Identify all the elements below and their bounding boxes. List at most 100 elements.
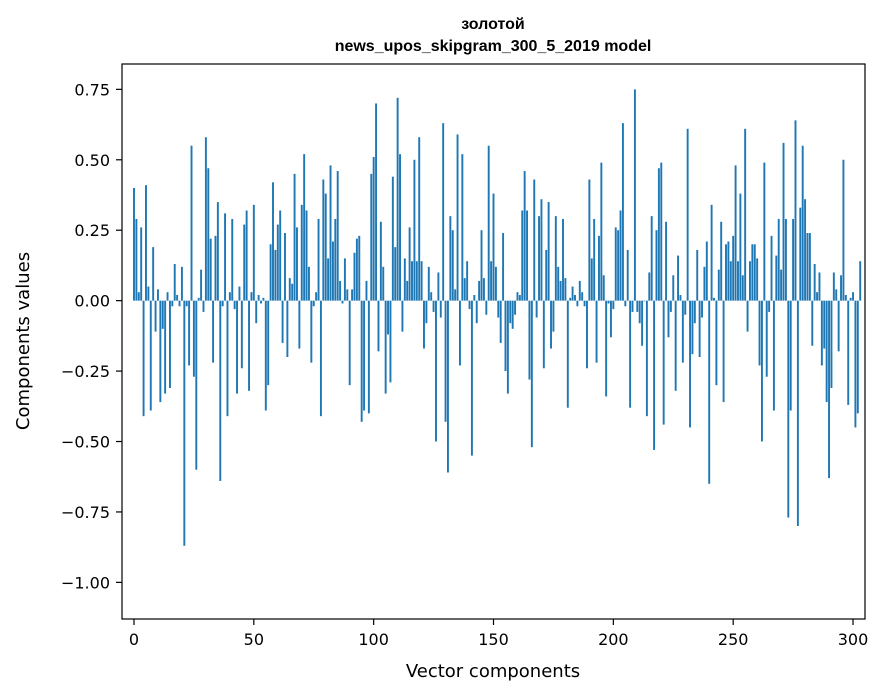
bar-241 (710, 204, 713, 301)
bar-191 (590, 258, 593, 301)
bar-188 (583, 300, 586, 307)
bar-180 (564, 278, 567, 301)
bar-201 (614, 227, 617, 301)
bar-138 (463, 278, 466, 301)
bar-42 (233, 300, 236, 310)
bar-65 (288, 278, 291, 301)
bar-119 (418, 137, 421, 301)
bar-227 (677, 255, 680, 301)
bar-66 (291, 283, 294, 301)
bar-271 (782, 142, 785, 301)
y-tick-label: 0.00 (74, 292, 110, 311)
bar-164 (526, 210, 529, 301)
x-tick-label: 300 (838, 630, 869, 649)
bar-98 (367, 300, 370, 414)
bar-68 (296, 227, 298, 301)
bar-195 (600, 162, 603, 301)
bar-301 (854, 300, 857, 428)
bar-91 (351, 289, 354, 301)
bar-33 (212, 300, 215, 363)
bar-228 (679, 295, 682, 301)
bar-57 (269, 244, 272, 301)
bar-210 (636, 300, 639, 312)
bar-56 (267, 300, 270, 386)
bar-77 (317, 218, 320, 301)
bar-51 (255, 300, 258, 324)
bar-200 (612, 300, 615, 310)
bar-274 (789, 300, 792, 411)
bar-99 (370, 173, 373, 301)
bar-272 (784, 218, 787, 301)
bar-148 (487, 145, 490, 301)
bar-70 (300, 204, 303, 301)
bar-244 (717, 269, 720, 301)
bar-243 (715, 300, 718, 386)
bar-277 (796, 300, 799, 527)
bar-149 (490, 261, 493, 301)
bar-0 (133, 187, 135, 301)
bar-215 (648, 272, 651, 301)
bar-100 (372, 156, 375, 301)
bar-143 (475, 300, 478, 324)
bar-165 (528, 300, 531, 380)
bar-141 (470, 300, 473, 456)
bar-60 (276, 224, 279, 301)
bar-32 (209, 238, 212, 301)
bar-198 (607, 300, 610, 304)
bar-173 (547, 202, 550, 301)
bar-175 (552, 300, 555, 332)
bar-41 (231, 218, 234, 301)
bar-64 (286, 300, 289, 357)
bar-139 (466, 261, 469, 301)
bar-123 (427, 266, 430, 301)
bar-140 (468, 300, 471, 310)
bar-4 (142, 300, 145, 417)
bar-292 (832, 272, 835, 301)
bar-87 (341, 300, 344, 304)
bar-213 (643, 300, 646, 302)
bar-90 (348, 300, 351, 386)
bar-236 (698, 300, 701, 357)
bar-36 (219, 300, 222, 481)
bar-46 (243, 224, 246, 301)
bar-15 (168, 300, 171, 388)
bar-6 (147, 286, 150, 301)
bar-158 (511, 300, 514, 329)
bar-59 (274, 249, 277, 301)
bar-23 (188, 300, 191, 366)
bar-114 (406, 280, 409, 301)
bar-248 (727, 241, 730, 301)
bar-92 (353, 252, 356, 301)
bar-181 (566, 300, 569, 408)
bar-18 (176, 295, 179, 301)
bar-55 (264, 300, 267, 411)
bar-159 (514, 300, 517, 315)
bar-71 (303, 154, 306, 301)
bar-39 (226, 300, 229, 417)
bar-216 (650, 216, 653, 301)
bar-298 (847, 300, 850, 405)
bar-160 (516, 292, 519, 301)
bar-126 (435, 300, 437, 442)
bar-291 (830, 300, 833, 388)
bar-24 (190, 145, 193, 301)
bar-127 (437, 272, 440, 301)
x-tick-label: 250 (718, 630, 749, 649)
bar-284 (813, 264, 816, 301)
bar-146 (482, 278, 485, 301)
bar-19 (178, 300, 181, 307)
bar-25 (192, 300, 195, 377)
bar-163 (523, 171, 526, 301)
bar-50 (252, 204, 255, 301)
bar-3 (140, 227, 143, 301)
bar-79 (322, 179, 325, 301)
bar-118 (415, 261, 418, 301)
bar-113 (403, 258, 406, 301)
bar-179 (562, 218, 564, 301)
bar-302 (856, 300, 859, 414)
bar-256 (746, 300, 749, 332)
bar-73 (307, 266, 310, 301)
bar-38 (224, 213, 227, 301)
bar-170 (540, 199, 543, 301)
bar-297 (844, 295, 847, 301)
